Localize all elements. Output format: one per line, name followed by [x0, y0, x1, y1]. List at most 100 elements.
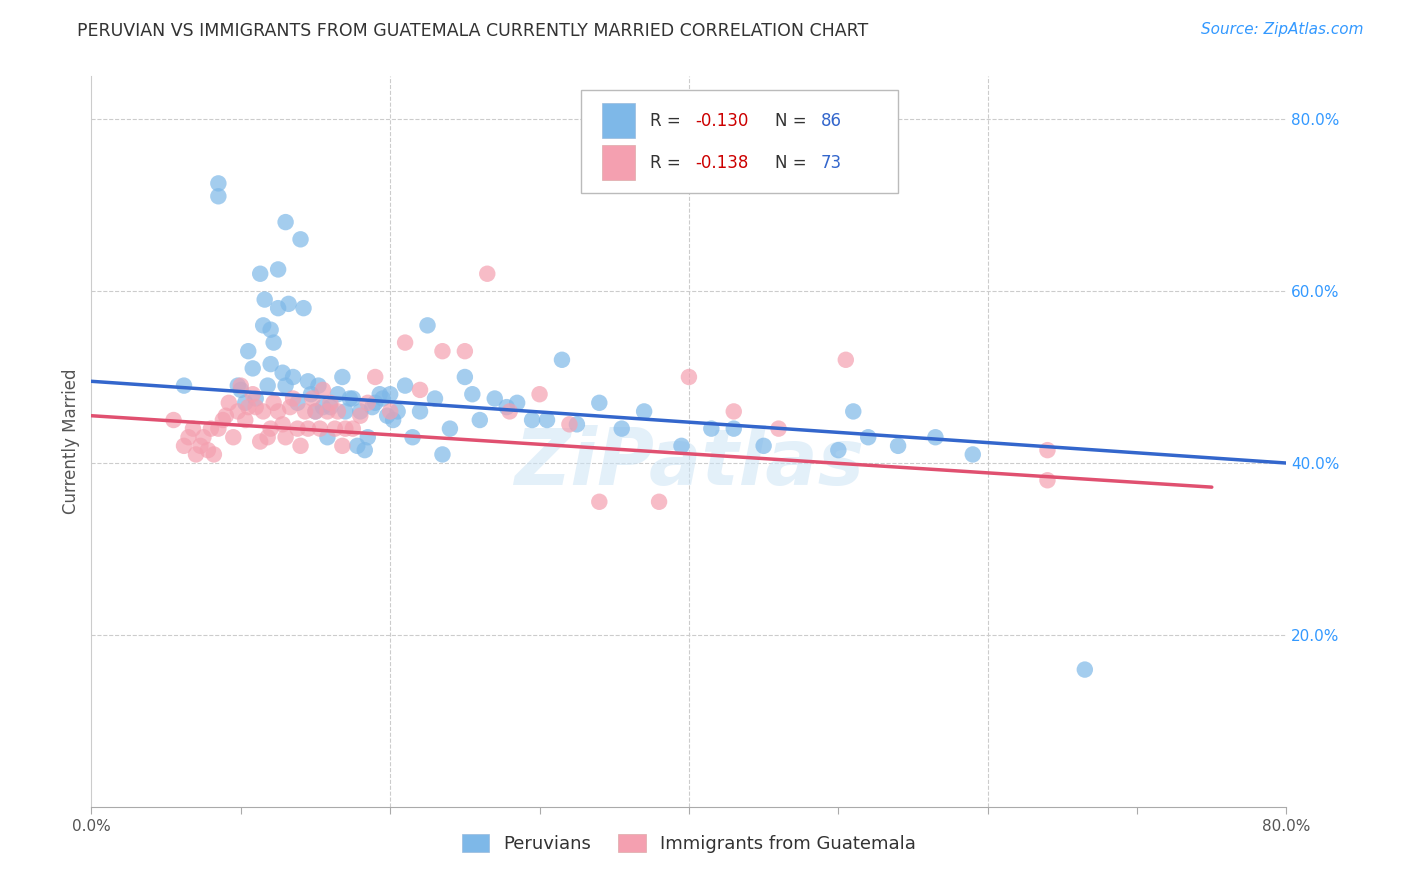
Point: [499, 404, 522, 418]
Point: [229, 378, 252, 392]
Point: [287, 396, 309, 410]
Point: [233, 396, 256, 410]
Point: [263, 396, 285, 410]
Point: [1074, 663, 1097, 677]
Point: [184, 447, 207, 461]
Point: [267, 262, 290, 277]
Point: [361, 400, 384, 414]
Point: [299, 387, 322, 401]
Point: [346, 439, 368, 453]
Point: [316, 430, 339, 444]
Text: N =: N =: [775, 153, 811, 171]
Point: [245, 392, 267, 406]
Point: [304, 404, 326, 418]
Point: [610, 422, 633, 436]
Point: [263, 335, 285, 350]
Text: R =: R =: [650, 112, 686, 129]
Point: [342, 422, 364, 436]
Point: [382, 413, 405, 427]
Point: [835, 352, 858, 367]
Point: [259, 422, 281, 436]
Point: [162, 413, 184, 427]
Text: PERUVIAN VS IMMIGRANTS FROM GUATEMALA CURRENTLY MARRIED CORRELATION CHART: PERUVIAN VS IMMIGRANTS FROM GUATEMALA CU…: [77, 22, 869, 40]
Point: [364, 370, 387, 384]
Point: [342, 392, 364, 406]
Point: [207, 177, 229, 191]
Point: [215, 409, 238, 423]
Point: [332, 439, 354, 453]
Point: [233, 413, 256, 427]
Point: [648, 495, 671, 509]
Text: 86: 86: [821, 112, 841, 129]
Point: [252, 318, 274, 333]
Point: [193, 430, 215, 444]
Point: [249, 267, 271, 281]
Point: [222, 430, 245, 444]
Point: [1036, 473, 1059, 487]
Point: [380, 404, 402, 418]
Point: [842, 404, 865, 418]
Point: [301, 392, 323, 406]
Point: [380, 387, 402, 401]
Point: [316, 404, 339, 418]
Point: [924, 430, 946, 444]
Point: [190, 439, 212, 453]
Point: [357, 430, 380, 444]
Point: [271, 417, 294, 432]
Point: [259, 323, 281, 337]
Point: [307, 378, 329, 392]
Point: [319, 396, 342, 410]
Point: [287, 422, 309, 436]
Point: [197, 443, 219, 458]
Point: [294, 404, 316, 418]
Point: [207, 189, 229, 203]
Point: [277, 297, 299, 311]
Point: [723, 422, 745, 436]
Text: 73: 73: [821, 153, 842, 171]
Point: [281, 392, 304, 406]
Y-axis label: Currently Married: Currently Married: [62, 368, 80, 515]
Point: [242, 387, 264, 401]
Point: [520, 413, 543, 427]
Point: [432, 447, 454, 461]
Point: [319, 400, 342, 414]
Text: ZiPatlas: ZiPatlas: [515, 425, 863, 501]
Point: [274, 430, 297, 444]
Point: [349, 404, 371, 418]
Point: [238, 344, 260, 359]
Point: [588, 495, 610, 509]
Point: [173, 439, 195, 453]
Point: [495, 400, 517, 414]
Point: [281, 370, 304, 384]
Point: [477, 267, 499, 281]
Point: [375, 409, 398, 423]
Text: N =: N =: [775, 112, 811, 129]
Point: [423, 392, 446, 406]
Point: [409, 383, 432, 397]
Point: [207, 422, 229, 436]
Point: [454, 344, 477, 359]
FancyBboxPatch shape: [582, 90, 898, 193]
Point: [304, 404, 326, 418]
Point: [439, 422, 461, 436]
Point: [200, 422, 222, 436]
Point: [588, 396, 610, 410]
Point: [416, 318, 439, 333]
Point: [312, 383, 335, 397]
Point: [887, 439, 910, 453]
Point: [326, 387, 349, 401]
Point: [1036, 443, 1059, 458]
Point: [633, 404, 655, 418]
Point: [218, 396, 240, 410]
Point: [211, 413, 233, 427]
Point: [468, 413, 491, 427]
Text: -0.130: -0.130: [695, 112, 748, 129]
Point: [723, 404, 745, 418]
Point: [267, 404, 290, 418]
Point: [267, 301, 290, 315]
Point: [461, 387, 484, 401]
Point: [242, 361, 264, 376]
Text: -0.138: -0.138: [695, 153, 748, 171]
Point: [181, 422, 204, 436]
Point: [290, 232, 312, 246]
